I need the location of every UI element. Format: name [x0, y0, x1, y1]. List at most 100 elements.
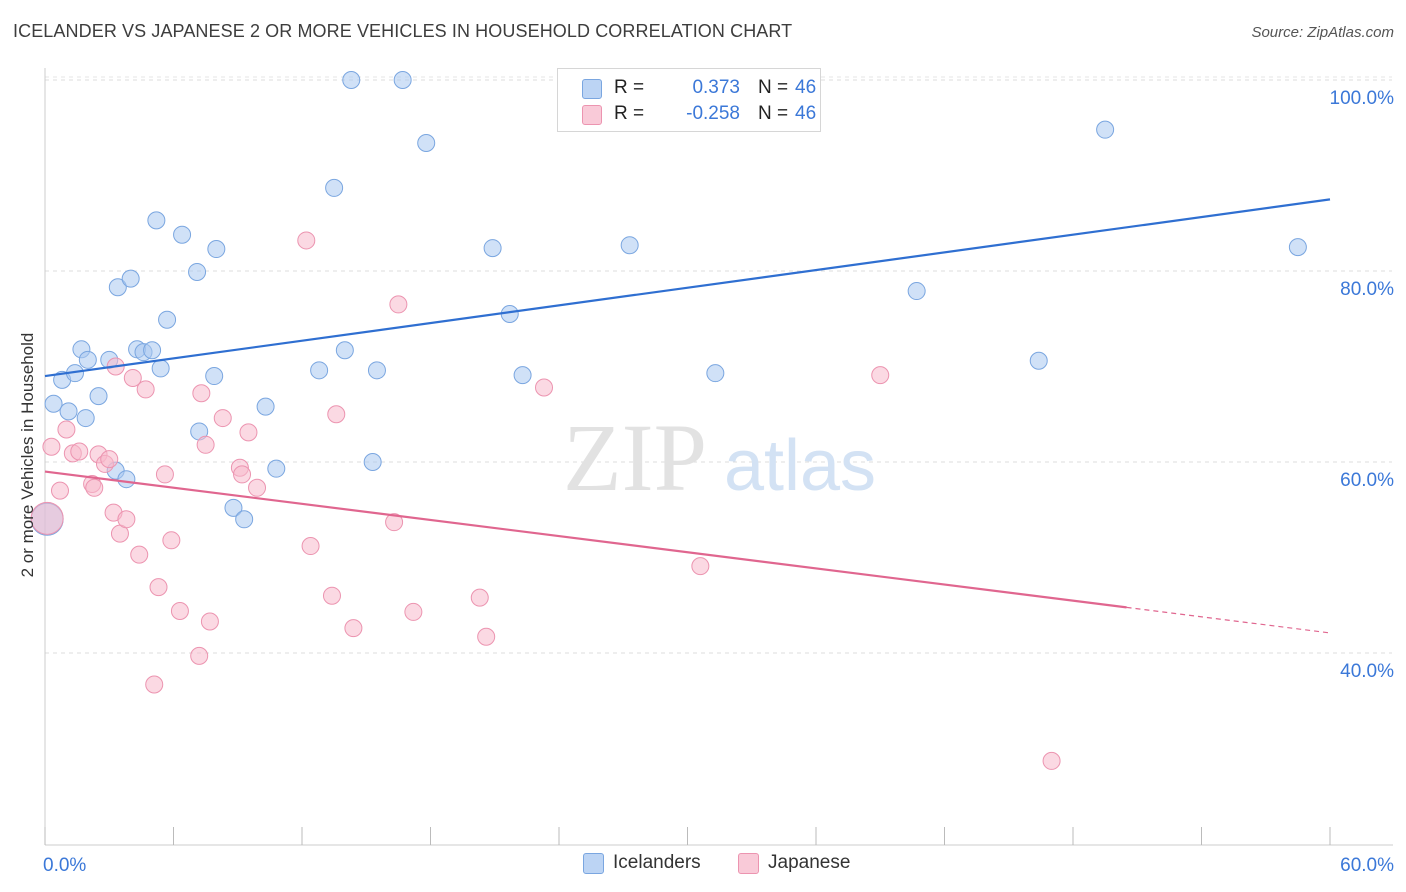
- icelanders-swatch-icon: [582, 79, 602, 99]
- icelanders-point: [188, 262, 207, 281]
- icelanders-point: [158, 310, 177, 329]
- japanese-point: [196, 435, 215, 454]
- japanese-point: [155, 465, 174, 484]
- icelanders-point: [483, 239, 502, 258]
- icelanders-point: [89, 387, 108, 406]
- japanese-point: [70, 442, 89, 461]
- icelanders-legend-icon: [583, 853, 604, 874]
- icelanders-point: [325, 178, 344, 197]
- icelanders-point: [76, 409, 95, 428]
- trend-lines: [44, 198, 1331, 634]
- japanese-point: [100, 450, 119, 469]
- japanese-legend-icon: [738, 853, 759, 874]
- n-value: 46: [795, 77, 817, 98]
- icelanders-point: [224, 498, 243, 517]
- axis-labels: 40.0% 60.0% 80.0% 100.0% 0.0% 60.0% 2 or more …: [18, 88, 1394, 876]
- icelanders-point: [44, 394, 63, 413]
- r-value: -0.258: [686, 103, 740, 124]
- source-label: Source: ZipAtlas.com: [1251, 24, 1394, 41]
- japanese-point: [239, 423, 258, 442]
- chart-title: ICELANDER VS JAPANESE 2 OR MORE VEHICLES…: [13, 21, 793, 41]
- icelanders-point: [620, 236, 639, 255]
- japanese-point: [871, 366, 890, 385]
- icelanders-point: [207, 240, 226, 259]
- japanese-point: [385, 513, 404, 532]
- japanese-point: [123, 368, 142, 387]
- japanese-trend-line: [44, 470, 1127, 609]
- japanese-trend-extension: [1126, 606, 1331, 634]
- icelanders-point: [363, 453, 382, 471]
- japanese-point: [389, 295, 408, 314]
- japanese-point: [233, 465, 252, 484]
- japanese-point: [200, 612, 219, 631]
- icelanders-point: [907, 282, 926, 301]
- correlation-legend: R = 0.373 N = 46 R = -0.258 N = 46: [557, 68, 821, 132]
- japanese-point: [470, 588, 489, 607]
- icelanders-point: [147, 211, 166, 230]
- zipatlas-watermark: ZIP atlas: [563, 404, 876, 511]
- japanese-point: [170, 601, 189, 620]
- icelanders-point: [173, 225, 192, 244]
- japanese-point: [301, 537, 320, 556]
- icelanders-point: [706, 364, 725, 383]
- icelanders-point: [1029, 351, 1048, 370]
- japanese-point: [297, 231, 316, 250]
- japanese-point: [117, 510, 136, 529]
- icelanders-point: [1288, 238, 1307, 257]
- n-value: 46: [795, 103, 817, 124]
- japanese-point: [162, 531, 181, 550]
- n-label: N =: [758, 103, 789, 124]
- japanese-point: [327, 405, 346, 424]
- icelanders-point: [1096, 120, 1115, 139]
- icelanders-point: [117, 470, 136, 489]
- y-axis-label: 2 or more Vehicles in Household: [18, 333, 37, 578]
- icelanders-point: [513, 366, 532, 385]
- r-label: R =: [614, 77, 645, 98]
- icelanders-trend-line: [44, 198, 1331, 378]
- japanese-point: [136, 380, 155, 399]
- japanese-point: [1042, 751, 1061, 770]
- icelanders-point: [367, 361, 386, 380]
- icelanders-point: [59, 402, 78, 421]
- y-tick-label: 100.0%: [1330, 88, 1395, 109]
- icelanders-point: [417, 134, 436, 153]
- icelanders-point: [256, 397, 275, 416]
- japanese-point: [344, 619, 363, 638]
- japanese-swatch-icon: [582, 105, 602, 125]
- japanese-point: [130, 545, 149, 564]
- japanese-point: [404, 602, 423, 621]
- n-label: N =: [758, 77, 789, 98]
- legend-label-icelanders: Icelanders: [613, 852, 701, 873]
- r-value: 0.373: [692, 77, 740, 98]
- japanese-point: [30, 501, 64, 535]
- icelanders-point: [108, 278, 127, 297]
- r-label: R =: [614, 103, 645, 124]
- japanese-point: [57, 420, 76, 439]
- japanese-point: [535, 378, 554, 397]
- icelanders-point: [205, 367, 224, 386]
- japanese-point: [42, 437, 61, 456]
- y-tick-label: 40.0%: [1340, 661, 1394, 682]
- watermark-zip: ZIP: [563, 404, 707, 511]
- icelanders-point: [342, 71, 361, 89]
- japanese-point: [691, 557, 710, 576]
- legend-label-japanese: Japanese: [768, 852, 851, 873]
- icelanders-point: [143, 341, 162, 360]
- japanese-point: [145, 675, 164, 694]
- x-tick-label: 0.0%: [43, 855, 86, 876]
- icelanders-point: [121, 269, 140, 288]
- japanese-point: [248, 478, 267, 497]
- y-tick-label: 80.0%: [1340, 279, 1394, 300]
- japanese-point: [50, 481, 69, 500]
- y-tick-label: 60.0%: [1340, 470, 1394, 491]
- japanese-point: [322, 586, 341, 605]
- icelanders-point: [235, 510, 254, 529]
- watermark-atlas: atlas: [724, 426, 876, 506]
- japanese-point: [85, 478, 104, 497]
- axes: [44, 68, 1393, 846]
- japanese-point: [190, 646, 209, 665]
- icelanders-point: [310, 361, 329, 380]
- japanese-point: [213, 409, 232, 428]
- x-tick-label: 60.0%: [1340, 855, 1394, 876]
